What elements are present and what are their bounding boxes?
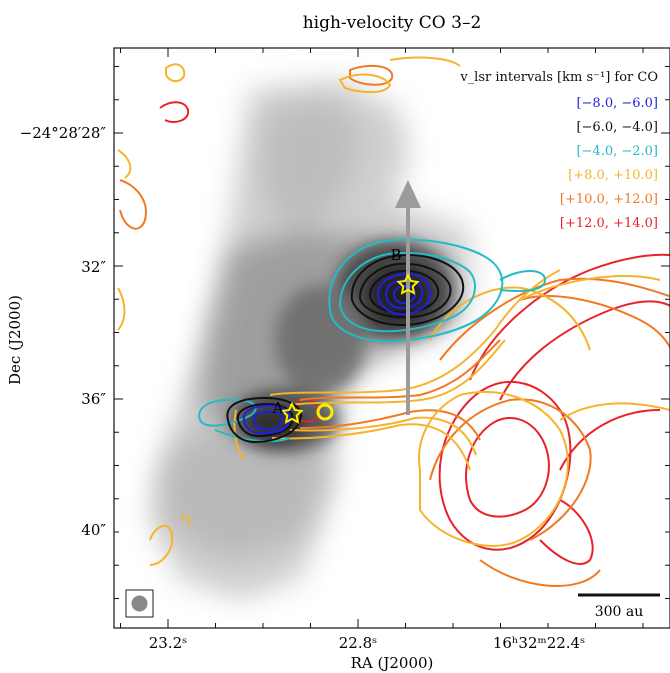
source-markers <box>280 272 420 424</box>
x-tick-label: 22.8ˢ <box>339 634 377 652</box>
beam-indicator <box>125 589 154 618</box>
source-label-a: A <box>272 399 284 417</box>
outflow-arrow <box>395 180 421 415</box>
y-tick-label: 40″ <box>81 521 106 539</box>
circle-marker <box>316 403 334 421</box>
chart-title: high-velocity CO 3–2 <box>303 13 482 33</box>
y-tick-labels: −24°28′28″ 32″ 36″ 40″ <box>20 124 107 539</box>
plot-area: A B 300 au v_lsr intervals [km s⁻¹] for … <box>114 48 670 628</box>
scale-bar: 300 au <box>578 593 660 620</box>
legend-entry-red: [+12.0, +14.0] <box>560 216 658 231</box>
y-tick-label: 32″ <box>81 258 106 276</box>
legend-entry-black: [−6.0, −4.0] <box>576 120 658 135</box>
legend-entry-blue: [−8.0, −6.0] <box>576 96 658 111</box>
y-axis-label: Dec (J2000) <box>6 295 24 385</box>
source-label-b: B <box>390 246 401 264</box>
legend-entry-yellow: [+8.0, +10.0] <box>568 168 658 183</box>
y-tick-label: −24°28′28″ <box>20 124 107 142</box>
legend-entry-cyan: [−4.0, −2.0] <box>576 144 658 159</box>
legend-title: v_lsr intervals [km s⁻¹] for CO <box>459 70 658 85</box>
legend: v_lsr intervals [km s⁻¹] for CO [−8.0, −… <box>459 70 658 231</box>
x-tick-label: 23.2ˢ <box>149 634 187 652</box>
axis-ticks <box>114 48 670 628</box>
scale-bar-label: 300 au <box>595 604 644 620</box>
star-marker-a <box>280 401 304 424</box>
x-tick-labels: 23.2ˢ 22.8ˢ 16ʰ32ᵐ22.4ˢ <box>149 634 585 652</box>
legend-entry-orange: [+10.0, +12.0] <box>560 192 658 207</box>
star-marker-b <box>396 272 420 295</box>
plot-frame <box>113 47 670 629</box>
y-tick-label: 36″ <box>81 390 106 408</box>
x-axis-label: RA (J2000) <box>351 654 434 672</box>
x-tick-label: 16ʰ32ᵐ22.4ˢ <box>493 634 585 652</box>
